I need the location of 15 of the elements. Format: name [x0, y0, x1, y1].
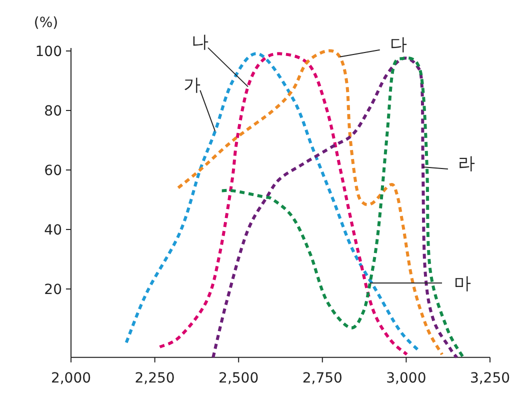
y-tick-label: 100: [35, 44, 62, 60]
y-tick-label: 80: [44, 103, 62, 120]
line-series: [158, 52, 408, 356]
x-tick-label: 2,750: [302, 370, 342, 386]
y-tick-label: 60: [44, 162, 62, 179]
x-tick-label: 2,250: [134, 370, 175, 386]
x-tick-label: 2,500: [218, 370, 259, 386]
y-axis-title: (%): [34, 15, 58, 31]
x-tick-label: 3,000: [386, 370, 426, 386]
x-tick-label: 3,250: [470, 370, 510, 386]
y-tick-label: 20: [44, 282, 62, 298]
line-series: [124, 52, 422, 353]
series-label: 마: [454, 274, 471, 294]
y-tick-label: 40: [44, 222, 62, 238]
x-tick-label: 2,000: [50, 370, 92, 386]
